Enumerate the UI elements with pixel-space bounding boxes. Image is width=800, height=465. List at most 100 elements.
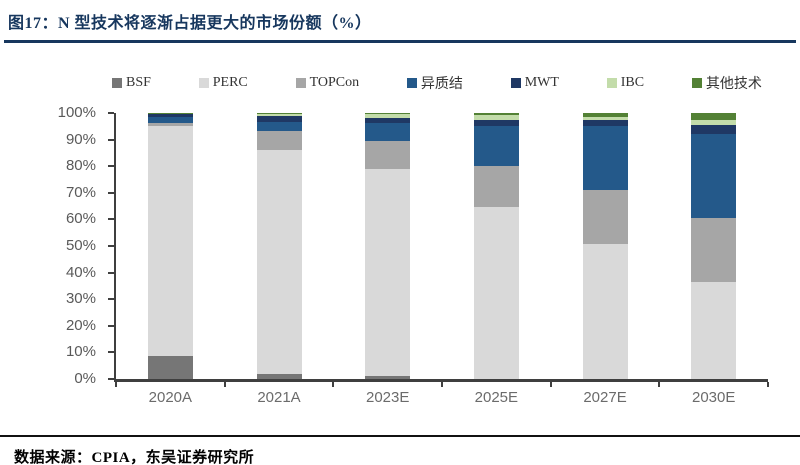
bar-segment-异质结 <box>256 122 302 132</box>
footer-divider-line <box>0 435 800 437</box>
chart-legend: BSF PERC TOPCon 异质结 MWT IBC 其他技术 <box>112 73 762 93</box>
bar-slot-2025E: 2025E <box>442 113 551 406</box>
legend-item-BSF: BSF <box>112 75 151 91</box>
legend-label: 异质结 <box>420 77 463 92</box>
bar-segment-TOPCon <box>691 218 737 283</box>
y-axis-tick-label: 70% <box>65 183 96 201</box>
x-axis-tick-mark <box>332 382 335 387</box>
bar-segment-异质结 <box>147 117 193 123</box>
bar-segment-IBC <box>147 113 193 115</box>
stacked-bar-2021A <box>256 113 302 379</box>
y-axis-tick-mark <box>108 165 114 168</box>
legend-label: TOPCon <box>309 75 360 90</box>
y-axis-tick-label: 0% <box>74 370 96 387</box>
bar-segment-BSF <box>147 355 193 379</box>
y-axis-tick-mark <box>108 245 114 247</box>
bar-segment-其他技术 <box>256 113 302 115</box>
bar-segment-TOPCon <box>582 190 628 244</box>
legend-swatch-icon <box>112 78 122 88</box>
bar-slot-2030E: 2030E <box>659 113 768 406</box>
bar-segment-PERC <box>256 149 302 374</box>
x-axis-tick-label: 2030E <box>692 389 736 406</box>
stacked-bar-2027E <box>582 113 628 379</box>
bar-segment-MWT <box>365 118 411 124</box>
y-axis-tick-label: 10% <box>65 343 96 361</box>
y-axis-tick-mark <box>108 138 114 141</box>
y-axis-tick-mark <box>108 191 114 194</box>
bar-segment-PERC <box>473 206 519 379</box>
x-axis-tick-mark <box>115 382 117 387</box>
data-source-note: 数据来源：CPIA，东吴证券研究所 <box>14 450 255 465</box>
bar-segment-异质结 <box>365 123 411 142</box>
bar-segment-IBC <box>582 117 628 120</box>
bar-segment-其他技术 <box>365 113 411 115</box>
legend-item-PERC: PERC <box>198 75 248 91</box>
bar-segment-BSF <box>365 376 411 379</box>
bar-slot-2021A: 2021A <box>225 113 334 406</box>
stacked-bar-2023E <box>365 113 411 379</box>
bar-slot-2027E: 2027E <box>551 113 660 406</box>
bar-segment-IBC <box>365 114 411 119</box>
bar-segment-TOPCon <box>256 131 302 150</box>
legend-label: BSF <box>126 75 151 90</box>
bar-segment-其他技术 <box>473 113 519 116</box>
legend-swatch-icon <box>606 78 617 88</box>
y-axis-tick-mark <box>108 351 114 354</box>
legend-label: PERC <box>212 75 248 90</box>
bar-segment-BSF <box>256 373 302 379</box>
y-axis-tick-mark <box>108 378 114 380</box>
bar-segment-MWT <box>691 124 737 134</box>
bar-segment-其他技术 <box>147 113 193 114</box>
legend-swatch-icon <box>406 78 417 88</box>
bar-segment-PERC <box>691 282 737 379</box>
legend-swatch-icon <box>691 78 702 88</box>
bar-segment-PERC <box>147 125 193 356</box>
bar-segment-其他技术 <box>691 113 737 120</box>
bar-segment-MWT <box>256 116 302 123</box>
y-axis-tick-mark <box>108 271 114 274</box>
bar-slot-2020A: 2020A <box>116 113 225 406</box>
legend-swatch-icon <box>198 78 209 88</box>
bar-segment-异质结 <box>582 126 628 191</box>
chart-title: 图17：N 型技术将逐渐占据更大的市场份额（%） <box>8 15 372 32</box>
bar-segment-MWT <box>473 120 519 126</box>
stacked-bar-2030E <box>691 113 737 379</box>
x-axis-tick-label: 2025E <box>474 389 519 406</box>
y-axis-tick-mark <box>108 298 114 301</box>
stacked-bar-2020A <box>147 113 193 379</box>
y-axis-tick-label: 90% <box>65 130 96 148</box>
x-axis-tick-mark <box>223 382 226 387</box>
legend-swatch-icon <box>295 78 306 88</box>
bar-segment-PERC <box>582 243 628 379</box>
x-axis-tick-label: 2020A <box>148 389 193 406</box>
bar-segment-MWT <box>582 119 628 127</box>
x-axis-tick-mark <box>549 382 552 387</box>
x-axis-tick-mark <box>658 382 661 387</box>
bar-segment-异质结 <box>473 125 519 166</box>
y-axis-tick-label: 50% <box>65 237 96 254</box>
legend-item-其他技术: 其他技术 <box>691 73 762 93</box>
title-divider-line <box>4 40 796 43</box>
x-axis-tick-mark <box>767 382 769 387</box>
x-axis-tick-label: 2027E <box>583 389 627 406</box>
legend-item-异质结: 异质结 <box>406 73 463 93</box>
bar-segment-IBC <box>256 114 302 117</box>
bar-segment-PERC <box>365 168 411 377</box>
y-axis-tick-label: 20% <box>65 316 96 334</box>
legend-item-TOPCon: TOPCon <box>295 75 360 91</box>
y-axis-tick-mark <box>108 324 114 327</box>
bar-segment-TOPCon <box>473 165 519 207</box>
bar-segment-TOPCon <box>147 122 193 126</box>
y-axis-tick-label: 60% <box>65 210 96 228</box>
bar-segment-MWT <box>147 114 193 118</box>
y-axis-tick-label: 40% <box>65 263 96 281</box>
bar-segment-IBC <box>473 115 519 121</box>
legend-item-MWT: MWT <box>510 75 559 91</box>
x-axis-tick-label: 2021A <box>257 389 301 406</box>
y-axis-labels: 100% 90% 80% 70% 60% 50% 40% 30% 20% 10% 0% <box>0 105 106 387</box>
stacked-bar-2025E <box>473 113 519 379</box>
legend-label: MWT <box>524 75 559 90</box>
x-axis-tick-mark <box>441 382 443 387</box>
x-axis-tick-label: 2023E <box>365 389 410 406</box>
